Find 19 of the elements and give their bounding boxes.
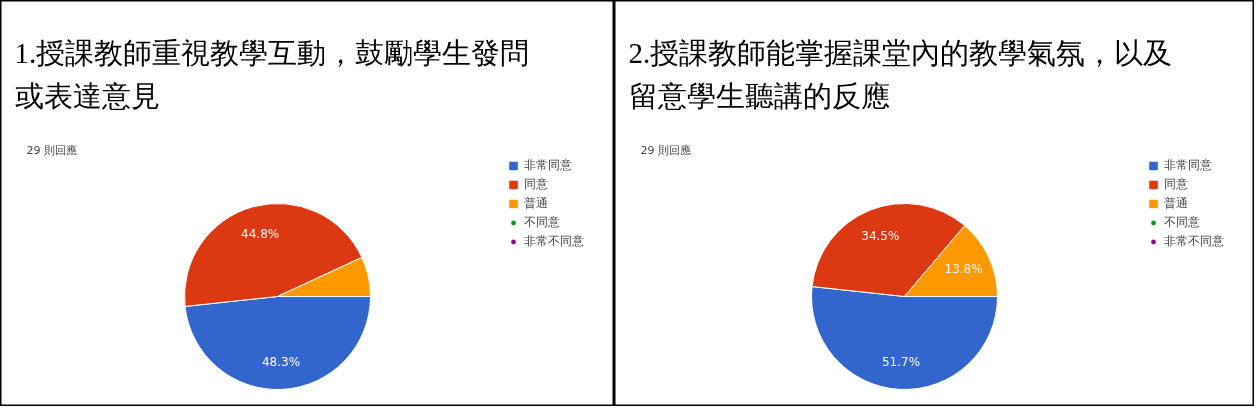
legend-label: 非常同意 [1164,156,1212,174]
text: 29 則回應 [26,144,77,157]
data-label: 48.3% [261,354,301,369]
legend-label: 普通 [524,194,548,212]
category-label: 不同意 [524,214,560,229]
data-label: 44.8% [241,226,280,241]
category-label: 非常不同意 [1164,233,1224,248]
data-label: 34.5% [861,229,900,244]
text: 29 則回應 [640,144,691,157]
legend-label: 非常同意 [524,156,572,174]
legend-label: 同意 [1164,175,1188,193]
data-label: 51.7% [881,354,921,369]
chart-title: 1.授課教師重視教學互動，鼓勵學生發問或表達意見 [14,36,530,112]
category-label: 非常不同意 [524,233,584,248]
legend-label: 同意 [524,175,548,193]
data-label: 13.8% [944,262,983,277]
chart-title: 2.授課教師能掌握課堂內的教學氣氛，以及留意學生聽講的反應 [628,36,1173,112]
legend-label: 普通 [1164,194,1188,212]
category-label: 不同意 [1164,214,1200,229]
